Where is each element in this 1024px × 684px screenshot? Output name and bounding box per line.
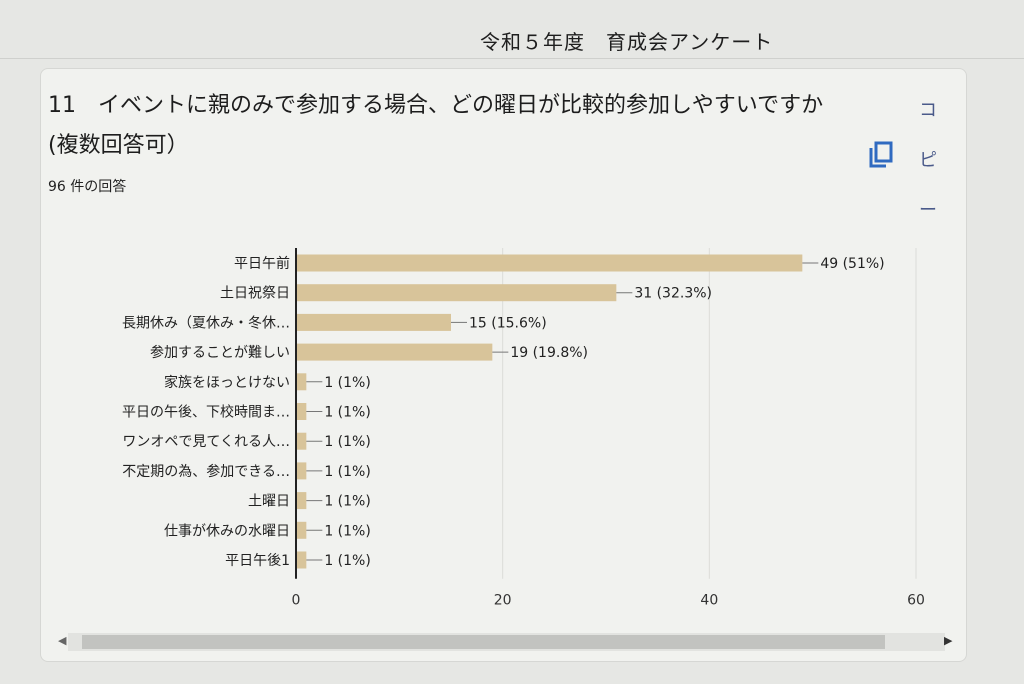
- bar: [296, 373, 307, 391]
- category-label: 仕事が休みの水曜日: [164, 523, 290, 539]
- copy-button[interactable]: コ ピ ー: [918, 86, 938, 236]
- data-label: 1 (1%): [324, 434, 371, 450]
- bar: [296, 313, 451, 331]
- copy-icon[interactable]: [868, 140, 894, 170]
- copy-char: コ: [919, 100, 937, 121]
- bar: [296, 432, 307, 450]
- response-count: 96 件の回答: [48, 179, 127, 195]
- copy-char: ー: [919, 200, 937, 221]
- bar: [296, 521, 307, 539]
- copy-char: ピ: [919, 150, 937, 171]
- x-tick-label: 40: [700, 593, 718, 609]
- category-label: 土曜日: [248, 494, 290, 510]
- category-label: 参加することが難しい: [150, 344, 290, 361]
- category-label: 平日の午後、下校時間ま…: [122, 404, 290, 421]
- bar: [296, 343, 493, 361]
- x-tick-label: 0: [292, 593, 301, 609]
- x-tick-label: 20: [494, 593, 512, 609]
- divider: [0, 58, 1024, 59]
- bar: [296, 462, 307, 480]
- scroll-left-arrow[interactable]: ◀: [58, 634, 67, 647]
- data-label: 31 (32.3%): [634, 286, 712, 302]
- category-label: 長期休み（夏休み・冬休…: [122, 315, 290, 331]
- bar: [296, 492, 307, 510]
- data-label: 15 (15.6%): [469, 315, 547, 331]
- bar: [296, 403, 307, 420]
- category-label: 家族をほっとけない: [164, 374, 290, 391]
- data-label: 1 (1%): [324, 523, 371, 539]
- data-label: 19 (19.8%): [510, 345, 588, 361]
- bar: [296, 284, 617, 302]
- data-label: 1 (1%): [324, 464, 371, 480]
- data-label: 1 (1%): [324, 375, 371, 391]
- bar: [296, 254, 803, 272]
- category-label: 平日午後1: [225, 553, 290, 569]
- question-title: 11 イベントに親のみで参加する場合、どの曜日が比較的参加しやすいですか(複数回…: [48, 93, 824, 158]
- data-label: 49 (51%): [820, 256, 884, 272]
- category-label: 不定期の為、参加できる…: [122, 463, 290, 480]
- category-label: ワンオペで見てくれる人…: [122, 434, 290, 450]
- category-label: 平日午前: [234, 255, 290, 272]
- bar: [296, 551, 307, 569]
- category-label: 土日祝祭日: [220, 286, 290, 302]
- scroll-right-arrow[interactable]: ▶: [944, 634, 953, 647]
- scrollbar-thumb[interactable]: [82, 635, 885, 649]
- question-card: [40, 68, 967, 662]
- document-title: 令和５年度 育成会アンケート: [480, 30, 774, 54]
- data-label: 1 (1%): [324, 494, 371, 510]
- data-label: 1 (1%): [324, 553, 371, 569]
- data-label: 1 (1%): [324, 405, 371, 421]
- x-tick-label: 60: [907, 593, 925, 609]
